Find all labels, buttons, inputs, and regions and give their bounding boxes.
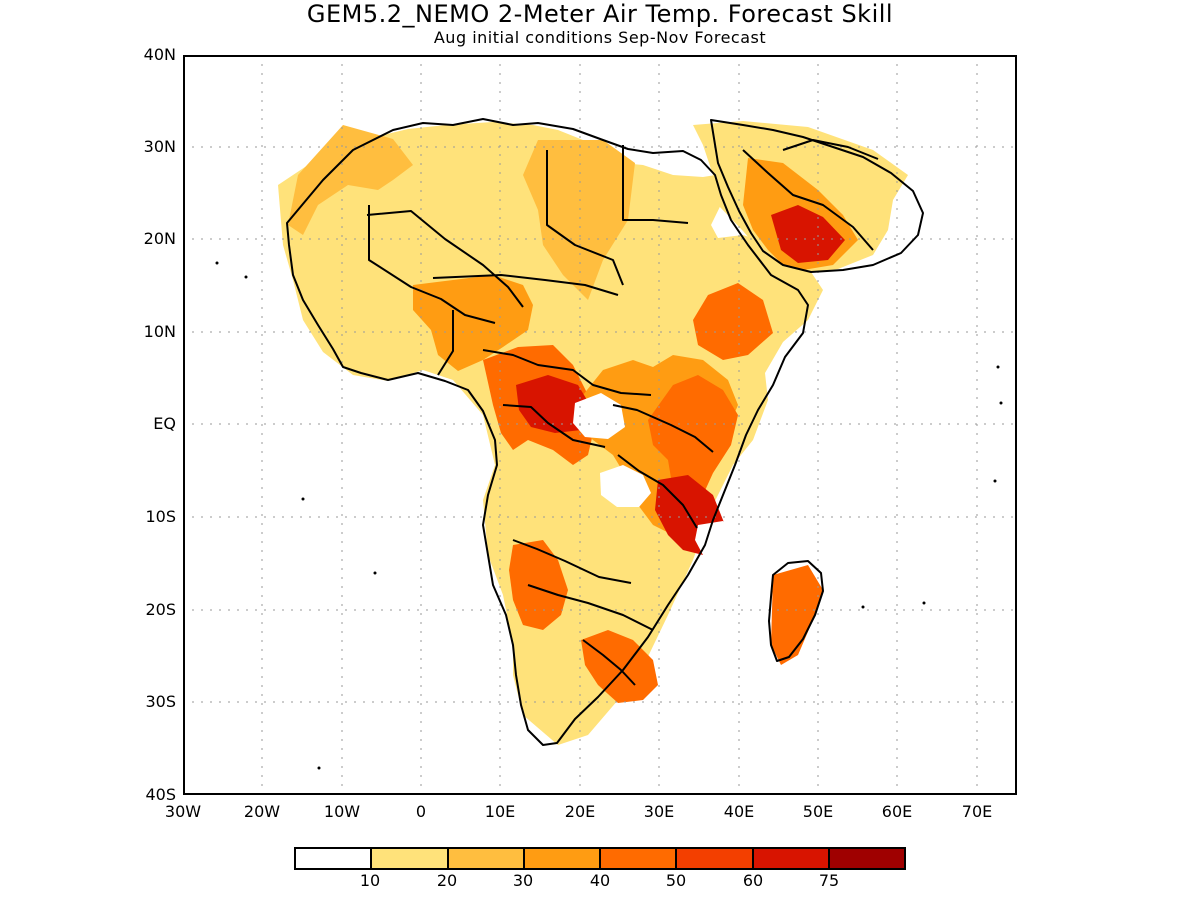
x-label-70e: 70E bbox=[961, 802, 993, 821]
madagascar-shading bbox=[771, 565, 823, 665]
border-line-2 bbox=[368, 205, 496, 324]
x-label-50e: 50E bbox=[802, 802, 834, 821]
map-border bbox=[183, 55, 1017, 795]
border-line-12 bbox=[527, 584, 654, 631]
x-label-20e: 20E bbox=[564, 802, 596, 821]
west-sahara-area bbox=[288, 125, 413, 235]
legend-box-6 bbox=[753, 849, 830, 868]
border-line-4 bbox=[546, 150, 624, 286]
map-frame bbox=[183, 55, 1017, 795]
page-subtitle: Aug initial conditions Sep-Nov Forecast bbox=[433, 28, 767, 47]
island-marker-3 bbox=[301, 497, 305, 501]
x-label-40e: 40E bbox=[723, 802, 755, 821]
island-marker-8 bbox=[996, 365, 1000, 369]
legend-tick-20: 20 bbox=[436, 871, 458, 890]
island-marker-10 bbox=[993, 479, 997, 483]
legend-box-4 bbox=[601, 849, 678, 868]
legend-box-0 bbox=[296, 849, 373, 868]
west-africa-area bbox=[413, 275, 533, 371]
arabia-core bbox=[771, 205, 845, 263]
island-marker-4 bbox=[373, 571, 377, 575]
border-line-3 bbox=[432, 274, 619, 296]
border-line-15 bbox=[782, 139, 879, 160]
legend-tick-50: 50 bbox=[665, 871, 687, 890]
legend-tick-10: 10 bbox=[359, 871, 381, 890]
y-label-eq: EQ bbox=[153, 414, 176, 433]
legend-box-7 bbox=[829, 849, 904, 868]
page-title: GEM5.2_NEMO 2-Meter Air Temp. Forecast S… bbox=[306, 0, 894, 28]
x-label-0: 0 bbox=[415, 802, 427, 821]
x-label-10w: 10W bbox=[323, 802, 361, 821]
y-label-40n: 40N bbox=[143, 45, 176, 64]
horn-of-africa-area bbox=[693, 283, 773, 360]
coastline-and-borders bbox=[286, 118, 924, 746]
border-line-5 bbox=[622, 145, 689, 224]
border-line-6 bbox=[437, 310, 454, 376]
southern-africa-west bbox=[509, 540, 568, 630]
legend-tick-75: 75 bbox=[818, 871, 840, 890]
border-line-13 bbox=[582, 639, 636, 686]
x-label-30e: 30E bbox=[643, 802, 675, 821]
legend-box-3 bbox=[524, 849, 601, 868]
south-east-gap bbox=[695, 521, 739, 563]
congo-gap bbox=[573, 393, 625, 439]
legend-tick-40: 40 bbox=[589, 871, 611, 890]
islands bbox=[215, 261, 1003, 770]
y-label-40s: 40S bbox=[145, 785, 176, 804]
y-label-10s: 10S bbox=[145, 507, 176, 526]
border-line-14 bbox=[742, 149, 874, 251]
y-label-30n: 30N bbox=[143, 137, 176, 156]
border-line-7 bbox=[482, 349, 652, 396]
border-line-11 bbox=[512, 539, 632, 584]
africa-coastline bbox=[286, 118, 809, 746]
y-label-30s: 30S bbox=[145, 692, 176, 711]
border-line-8 bbox=[502, 404, 606, 448]
x-label-30w: 30W bbox=[164, 802, 202, 821]
legend-box-2 bbox=[448, 849, 525, 868]
island-marker-9 bbox=[999, 401, 1003, 405]
map-svg bbox=[183, 55, 1017, 795]
island-marker-7 bbox=[922, 601, 926, 605]
grid-lines bbox=[183, 55, 1017, 795]
central-gap bbox=[600, 465, 651, 507]
legend-tick-60: 60 bbox=[742, 871, 764, 890]
border-line-10 bbox=[617, 454, 698, 529]
legend-box-1 bbox=[372, 849, 449, 868]
color-legend bbox=[294, 847, 906, 870]
island-marker-1 bbox=[215, 261, 219, 265]
border-line-1 bbox=[366, 210, 524, 308]
legend-box-5 bbox=[677, 849, 754, 868]
x-label-20w: 20W bbox=[243, 802, 281, 821]
island-marker-2 bbox=[244, 275, 248, 279]
island-marker-5 bbox=[317, 766, 321, 770]
y-label-20s: 20S bbox=[145, 600, 176, 619]
x-label-60e: 60E bbox=[881, 802, 913, 821]
y-label-20n: 20N bbox=[143, 229, 176, 248]
y-label-10n: 10N bbox=[143, 322, 176, 341]
east-africa-hotspot bbox=[648, 375, 738, 507]
x-label-10e: 10E bbox=[484, 802, 516, 821]
island-marker-6 bbox=[861, 605, 865, 609]
border-line-9 bbox=[612, 404, 714, 453]
north-central-area bbox=[523, 140, 635, 300]
legend-tick-30: 30 bbox=[512, 871, 534, 890]
madagascar-coastline bbox=[768, 560, 824, 662]
